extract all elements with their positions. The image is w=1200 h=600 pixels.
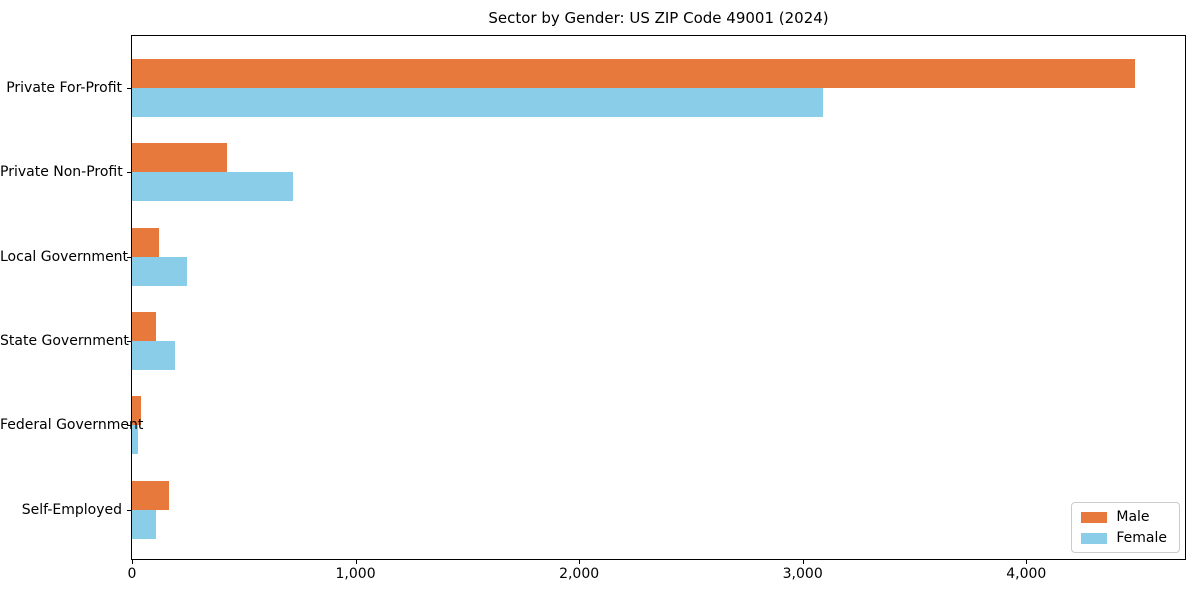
- x-tick-label: 1,000: [335, 566, 376, 582]
- x-tick-mark: [132, 560, 133, 564]
- bar-female: [132, 425, 139, 455]
- y-tick-mark: [127, 425, 131, 427]
- x-tick-mark: [1026, 560, 1028, 564]
- legend-label-female: Female: [1116, 530, 1167, 546]
- bar-male: [132, 396, 141, 426]
- bar-female: [132, 256, 187, 286]
- bar-male: [132, 143, 228, 173]
- legend: Male Female: [1071, 502, 1180, 553]
- legend-swatch-male: [1081, 511, 1108, 523]
- x-tick-label: 3,000: [782, 566, 823, 582]
- bar-male: [132, 480, 169, 510]
- bar-female: [132, 340, 175, 370]
- legend-swatch-female: [1081, 532, 1108, 544]
- bar-female: [132, 172, 294, 202]
- category-label: State Government: [0, 332, 129, 349]
- category-label: Self-Employed: [21, 501, 122, 518]
- x-tick-label: 0: [127, 566, 137, 582]
- category-label: Federal Government: [0, 417, 144, 434]
- bar-female: [132, 88, 823, 117]
- legend-label-male: Male: [1116, 509, 1150, 525]
- legend-item-male: Male: [1081, 510, 1167, 524]
- x-tick-mark: [355, 560, 357, 564]
- y-tick-mark: [127, 88, 131, 89]
- category-label: Local Government: [0, 248, 129, 265]
- plot-area: Male Female: [127, 35, 1186, 560]
- legend-item-female: Female: [1081, 531, 1167, 545]
- y-tick-mark: [127, 172, 131, 174]
- bar-male: [132, 59, 1136, 88]
- y-tick-mark: [127, 340, 131, 342]
- y-tick-mark: [127, 509, 131, 511]
- x-tick-mark: [802, 560, 804, 564]
- chart-title: Sector by Gender: US ZIP Code 49001 (202…: [488, 9, 829, 27]
- category-label: Private For-Profit: [6, 80, 122, 96]
- bar-female: [132, 509, 156, 539]
- y-tick-mark: [127, 256, 131, 258]
- bar-male: [132, 311, 156, 341]
- x-tick-mark: [579, 560, 581, 564]
- bar-male: [132, 227, 159, 257]
- category-label: Private Non-Profit: [0, 164, 123, 181]
- x-tick-label: 4,000: [1006, 566, 1047, 582]
- x-tick-label: 2,000: [559, 566, 600, 582]
